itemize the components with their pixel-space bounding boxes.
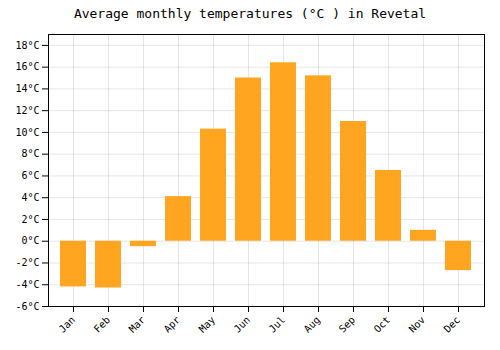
html-text:Average monthly temperatures (: Average monthly temperatures (°C ) in Re… xyxy=(73,6,427,21)
svg-text:4°C: 4°C xyxy=(21,192,39,203)
svg-text:Oct: Oct xyxy=(372,314,393,335)
svg-text:Apr: Apr xyxy=(162,314,183,335)
svg-text:Feb: Feb xyxy=(92,314,113,335)
svg-text:Mar: Mar xyxy=(127,314,148,335)
svg-text:8°C: 8°C xyxy=(21,148,39,159)
svg-text:0°C: 0°C xyxy=(21,235,39,246)
svg-text:12°C: 12°C xyxy=(15,105,39,116)
svg-text:Aug: Aug xyxy=(302,314,323,335)
svg-text:16°C: 16°C xyxy=(15,61,39,72)
svg-text:Jun: Jun xyxy=(232,314,253,335)
svg-text:Nov: Nov xyxy=(407,314,428,335)
svg-text:-4°C: -4°C xyxy=(15,279,39,290)
svg-text:Dec: Dec xyxy=(442,314,463,335)
svg-text:Jan: Jan xyxy=(57,314,78,335)
svg-text:Jul: Jul xyxy=(267,314,288,335)
svg-text:10°C: 10°C xyxy=(15,127,39,138)
svg-text:-6°C: -6°C xyxy=(15,301,39,312)
svg-text:6°C: 6°C xyxy=(21,170,39,181)
svg-text:2°C: 2°C xyxy=(21,214,39,225)
svg-text:14°C: 14°C xyxy=(15,83,39,94)
svg-text:-2°C: -2°C xyxy=(15,257,39,268)
svg-text:May: May xyxy=(197,314,218,335)
svg-text:Sep: Sep xyxy=(337,314,358,335)
svg-text:18°C: 18°C xyxy=(15,40,39,51)
